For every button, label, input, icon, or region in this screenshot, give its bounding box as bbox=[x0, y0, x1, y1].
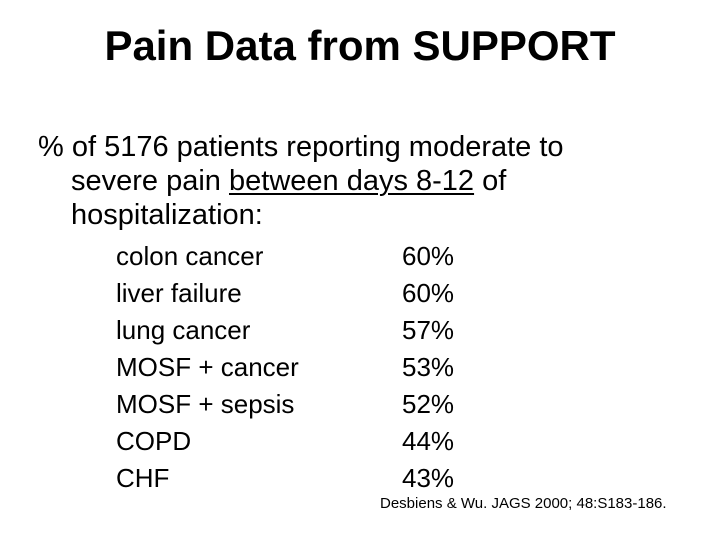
intro-line-1: % of 5176 patients reporting moderate to bbox=[38, 131, 564, 163]
list-item: MOSF + sepsis 52% bbox=[116, 386, 576, 423]
intro-line-2-start: severe pain bbox=[71, 165, 229, 197]
condition-label: liver failure bbox=[116, 278, 242, 308]
list-item: CHF 43% bbox=[116, 460, 576, 497]
list-item: MOSF + cancer 53% bbox=[116, 349, 576, 386]
intro-underlined-phrase: between days 8-12 bbox=[229, 165, 475, 197]
percent-value: 43% bbox=[402, 463, 455, 493]
condition-label: MOSF + sepsis bbox=[116, 389, 295, 419]
condition-label: COPD bbox=[116, 426, 192, 456]
condition-label: CHF bbox=[116, 463, 170, 493]
percent-value: 57% bbox=[402, 315, 455, 345]
list-item: liver failure 60% bbox=[116, 275, 576, 312]
percent-value: 60% bbox=[402, 278, 455, 308]
percent-value: 60% bbox=[402, 241, 455, 271]
citation: Desbiens & Wu. JAGS 2000; 48:S183-186. bbox=[380, 495, 667, 512]
list-item: lung cancer 57% bbox=[116, 312, 576, 349]
slide-title: Pain Data from SUPPORT bbox=[104, 22, 616, 69]
intro-line-2-end: of bbox=[474, 165, 507, 197]
condition-label: colon cancer bbox=[116, 241, 264, 271]
intro-text: % of 5176 patients reporting moderate to… bbox=[38, 130, 678, 232]
list-item: COPD 44% bbox=[116, 423, 576, 460]
intro-line-2: severe pain between days 8-12 of bbox=[38, 164, 678, 198]
condition-label: lung cancer bbox=[116, 315, 251, 345]
percent-value: 52% bbox=[402, 389, 455, 419]
condition-label: MOSF + cancer bbox=[116, 352, 299, 382]
percent-value: 53% bbox=[402, 352, 455, 382]
intro-line-3: hospitalization: bbox=[71, 199, 263, 231]
percent-value: 44% bbox=[402, 426, 455, 456]
pain-data-list: colon cancer 60% liver failure 60% lung … bbox=[116, 238, 576, 497]
list-item: colon cancer 60% bbox=[116, 238, 576, 275]
